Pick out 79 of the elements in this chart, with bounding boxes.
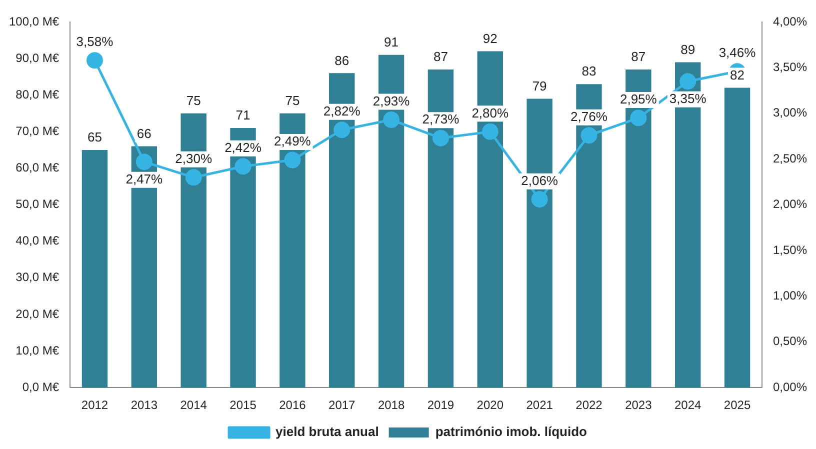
data-label: 2,49%: [274, 134, 312, 149]
x-tick-label: 2021: [526, 398, 554, 412]
data-label: 83: [582, 64, 596, 79]
data-label: 86: [334, 52, 350, 68]
data-label: 75: [186, 92, 201, 108]
y2-tick-label: 3,50%: [772, 60, 808, 74]
point: [383, 112, 400, 128]
y2-tick-label: 3,00%: [772, 106, 808, 120]
y-tick-label: 60,0 M€: [16, 160, 60, 175]
point: [482, 123, 498, 140]
data-label: 2,47%: [126, 171, 164, 186]
y-tick-label: 90,0 M€: [16, 50, 60, 65]
data-label: 2,73%: [422, 112, 460, 127]
data-label: 3,58%: [76, 34, 114, 49]
point: [284, 152, 301, 168]
data-label: 2,76%: [570, 108, 608, 124]
point: [432, 130, 449, 146]
x-tick-label: 2025: [724, 398, 751, 412]
x-tick-label: 2023: [625, 398, 652, 412]
x-tick-label: 2020: [476, 398, 504, 412]
legend-label: yield bruta anual: [276, 424, 379, 440]
point: [680, 73, 696, 90]
data-label: 3,35%: [669, 90, 707, 106]
data-label: 2,95%: [620, 92, 658, 107]
data-label: 2,80%: [472, 105, 510, 120]
data-label: 2,82%: [323, 103, 361, 118]
x-tick-label: 2016: [279, 398, 306, 412]
y-tick-label: 70,0 M€: [16, 124, 60, 138]
x-tick-label: 2018: [378, 398, 405, 412]
data-label: 91: [384, 34, 399, 50]
x-tick-label: 2019: [427, 398, 454, 412]
data-label: 2,42%: [224, 140, 262, 155]
point: [136, 154, 152, 170]
y2-tick-label: 2,50%: [772, 151, 808, 166]
y-tick-label: 10,0 M€: [16, 343, 60, 358]
bar: [724, 88, 750, 388]
data-label: 87: [631, 49, 646, 64]
legend-label: património imob. líquido: [435, 424, 588, 440]
y2-tick-label: 1,50%: [772, 242, 808, 257]
y2-tick-label: 2,00%: [772, 197, 808, 212]
y-tick-label: 20,0 M€: [16, 306, 60, 321]
x-tick-label: 2024: [674, 398, 702, 412]
x-tick-label: 2012: [81, 398, 108, 412]
x-tick-label: 2014: [180, 398, 208, 412]
point: [531, 191, 548, 208]
data-label: 66: [136, 126, 152, 141]
y2-tick-label: 4,00%: [772, 14, 808, 28]
data-label: 71: [236, 108, 250, 123]
data-label: 3,46%: [718, 44, 756, 60]
data-label: 79: [532, 78, 547, 94]
y-tick-label: 100,0 M€: [8, 14, 60, 28]
point: [234, 158, 252, 175]
bar: [82, 150, 108, 388]
point: [185, 169, 202, 186]
x-tick-label: 2017: [328, 398, 356, 412]
point: [580, 127, 598, 144]
y-tick-label: 30,0 M€: [16, 270, 60, 284]
data-label: 65: [88, 130, 102, 145]
data-label: 2,93%: [372, 93, 410, 108]
y2-tick-label: 0,00%: [772, 380, 808, 394]
data-label: 75: [285, 92, 300, 108]
data-label: 87: [433, 49, 448, 64]
x-tick-label: 2015: [230, 398, 257, 412]
y-tick-label: 80,0 M€: [16, 87, 60, 102]
x-tick-label: 2013: [130, 398, 158, 412]
y-tick-label: 40,0 M€: [16, 234, 60, 248]
data-label: 82: [730, 67, 744, 82]
data-label: 2,06%: [521, 172, 558, 188]
data-label: 89: [680, 42, 696, 57]
y2-tick-label: 1,00%: [772, 288, 808, 303]
y-tick-label: 50,0 M€: [16, 197, 60, 212]
data-label: 2,30%: [175, 150, 212, 166]
x-tick-label: 2022: [576, 398, 603, 412]
y2-tick-label: 0,50%: [772, 334, 808, 348]
point: [86, 52, 103, 69]
data-label: 92: [482, 30, 498, 46]
y-tick-label: 0,0 M€: [22, 380, 60, 394]
point: [630, 110, 647, 126]
point: [334, 122, 350, 138]
